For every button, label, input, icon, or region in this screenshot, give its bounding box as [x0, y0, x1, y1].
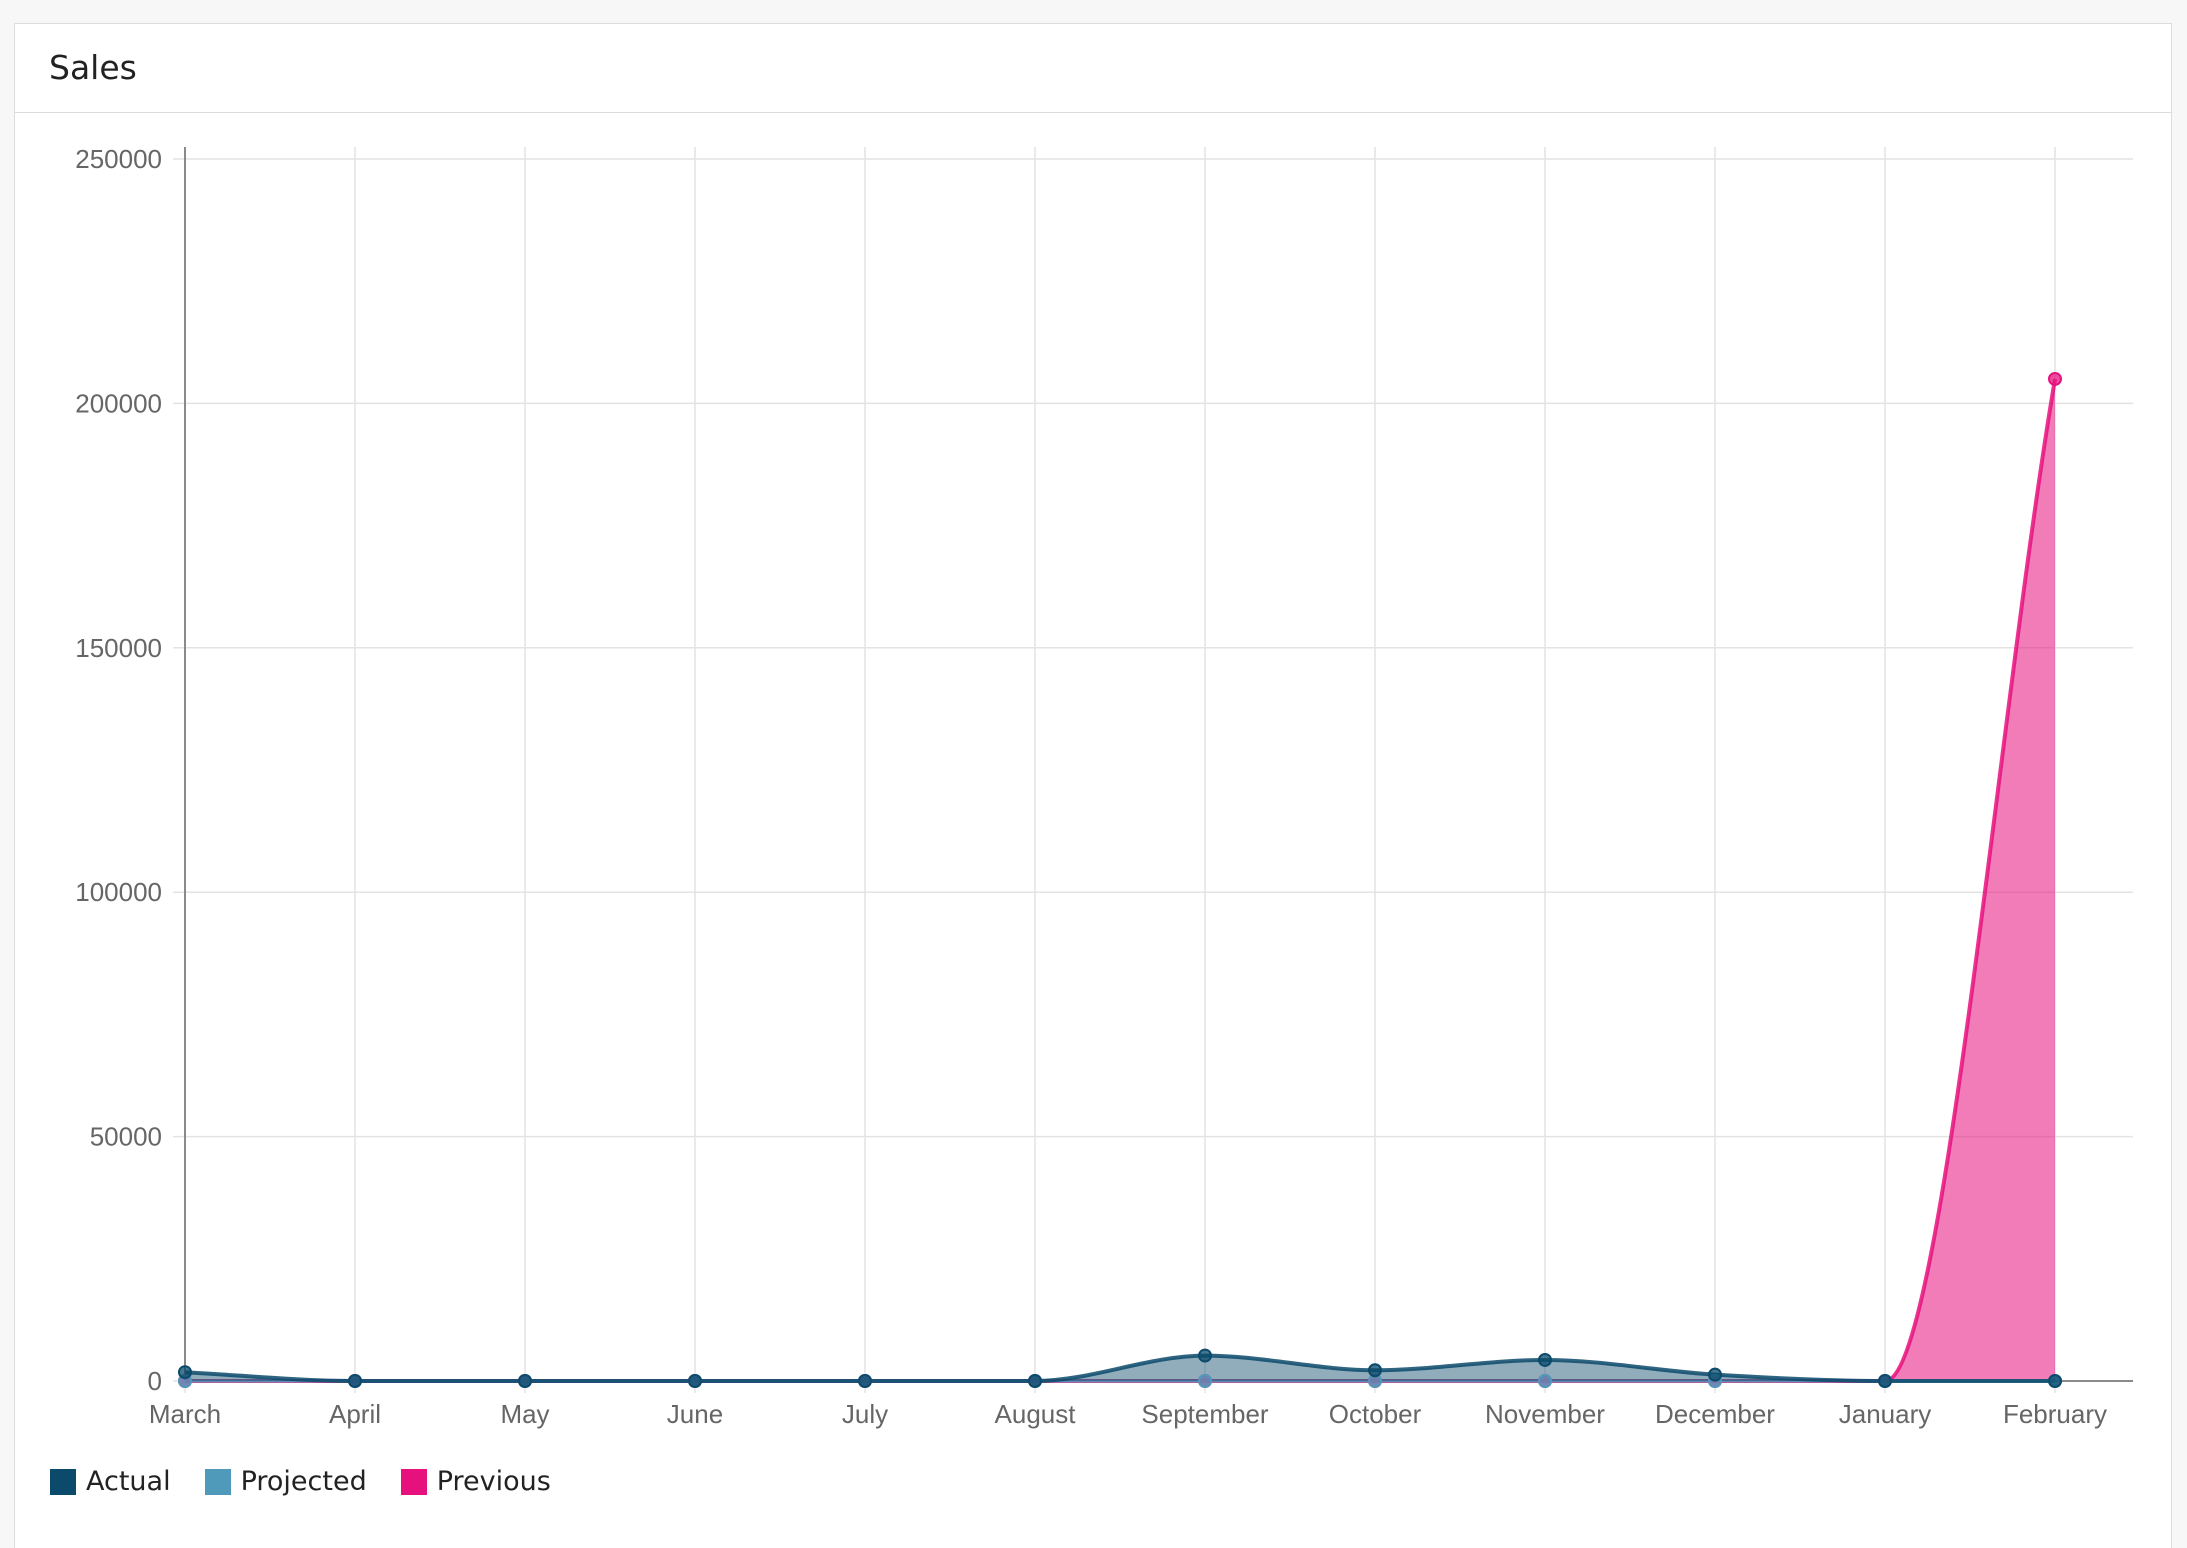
y-tick-label: 0: [148, 1366, 162, 1396]
legend-swatch: [50, 1468, 76, 1495]
x-tick-label: August: [995, 1399, 1077, 1429]
actual-point: [2048, 1374, 2062, 1388]
sales-card: Sales 0 50000 100000 150000 200000 250000 Marc…: [14, 23, 2172, 1548]
x-tick-label: September: [1141, 1399, 1269, 1429]
y-tick-label: 250000: [75, 144, 162, 174]
x-tick-label: April: [329, 1399, 381, 1429]
y-tick-label: 200000: [75, 388, 162, 418]
x-tick-label: March: [149, 1399, 221, 1429]
legend-swatch: [400, 1468, 427, 1495]
actual-point: [1538, 1352, 1552, 1367]
actual-point: [518, 1374, 532, 1388]
previous-line: [184, 378, 2057, 1384]
actual-point: [858, 1374, 872, 1388]
x-tick-label: November: [1485, 1399, 1605, 1429]
actual-point: [688, 1374, 702, 1388]
previous-point: [2048, 371, 2062, 386]
y-tick-label: 150000: [75, 633, 162, 663]
projected-point: [1198, 1374, 1212, 1388]
actual-point: [1368, 1363, 1382, 1378]
x-tick-label: July: [842, 1399, 888, 1429]
y-tick-label: 100000: [75, 877, 162, 907]
legend-label: Previous: [436, 1466, 551, 1497]
card-title: Sales: [49, 48, 137, 87]
legend-item[interactable]: Projected: [204, 1466, 367, 1497]
x-tick-label: June: [667, 1399, 723, 1429]
sales-chart: 0 50000 100000 150000 200000 250000 March April…: [75, 144, 2133, 1429]
legend-label: Projected: [240, 1466, 367, 1497]
actual-point: [1878, 1374, 1892, 1388]
actual-point: [348, 1374, 362, 1388]
legend-item[interactable]: Previous: [400, 1466, 551, 1497]
projected-point: [1538, 1374, 1552, 1388]
actual-line: [184, 1353, 2055, 1384]
actual-point: [1708, 1367, 1722, 1382]
x-tick-label: May: [500, 1399, 549, 1429]
actual-point: [1028, 1374, 1042, 1388]
card-header: Sales: [15, 24, 2171, 113]
x-tick-label: January: [1839, 1399, 1932, 1429]
x-tick-label: October: [1329, 1399, 1422, 1429]
legend-label: Actual: [86, 1466, 171, 1497]
previous-area: [185, 378, 2055, 1382]
actual-point: [178, 1365, 192, 1380]
legend-swatch: [204, 1468, 231, 1495]
legend-item[interactable]: Actual: [50, 1466, 171, 1497]
x-tick-label: December: [1655, 1399, 1775, 1429]
x-tick-label: February: [2003, 1399, 2107, 1429]
chart-legend: Actual Projected Previous: [50, 1466, 585, 1497]
y-tick-label: 50000: [90, 1122, 162, 1152]
actual-point: [1198, 1348, 1212, 1363]
